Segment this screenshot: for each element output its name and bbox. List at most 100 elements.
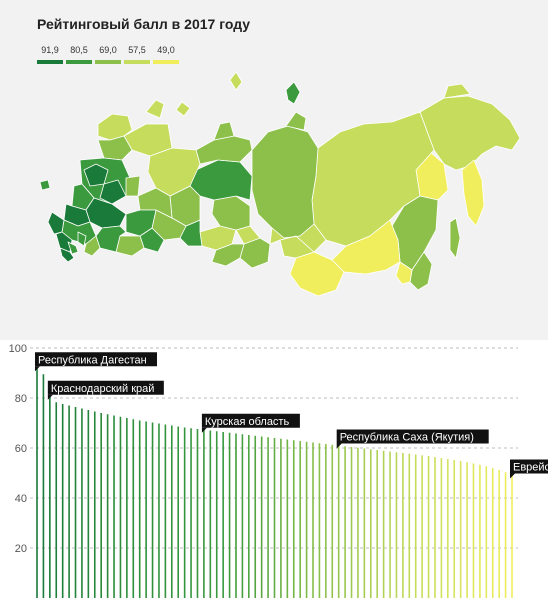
legend-item: 80,5 — [66, 45, 92, 64]
legend-label: 49,0 — [157, 45, 175, 55]
bar — [93, 411, 96, 598]
bar — [427, 456, 430, 598]
callouts-layer: Республика Дагестан Краснодарский край Кур… — [35, 352, 548, 479]
callout: Краснодарский край — [47, 380, 164, 400]
bar — [42, 374, 45, 598]
bar — [81, 408, 83, 598]
bar — [363, 448, 366, 598]
bar — [337, 445, 340, 598]
bar — [440, 458, 443, 598]
map-region — [395, 261, 413, 285]
bar — [357, 447, 359, 598]
bars-layer — [36, 368, 513, 598]
bar — [382, 450, 385, 598]
legend-swatch — [95, 60, 121, 64]
bar — [55, 402, 58, 598]
map-region — [443, 83, 471, 99]
map-region — [99, 179, 127, 205]
bar — [260, 436, 263, 598]
y-tick-label: 20 — [15, 543, 27, 555]
map-region — [213, 121, 235, 141]
map-region — [449, 217, 461, 259]
map-region — [289, 251, 345, 297]
callout-pointer — [201, 427, 207, 433]
map-region — [39, 179, 51, 191]
map-region — [77, 231, 87, 247]
callout-pointer — [35, 366, 40, 372]
bar — [414, 454, 417, 598]
bar — [196, 429, 199, 598]
map-region — [285, 111, 307, 131]
bar — [447, 459, 449, 598]
callout-label: Республика Саха (Якутия) — [340, 432, 474, 444]
bar — [119, 416, 122, 598]
map-region — [125, 175, 141, 197]
bar — [376, 450, 379, 598]
grid-layer: 20 40 60 80 100 — [9, 343, 518, 555]
bar — [222, 432, 224, 598]
bar — [369, 449, 372, 598]
legend-swatch — [37, 60, 63, 64]
bar — [36, 368, 38, 598]
map-region — [83, 163, 109, 187]
callout-pointer — [510, 473, 515, 479]
bar — [49, 396, 51, 598]
map-region — [229, 71, 243, 91]
bar — [389, 451, 391, 598]
callout-box — [336, 429, 489, 444]
map-region — [115, 235, 145, 257]
callout: Республика Дагестан — [35, 352, 157, 372]
legend-label: 57,5 — [128, 45, 146, 55]
map-region — [285, 81, 301, 105]
legend-label: 80,5 — [70, 45, 88, 55]
y-tick-label: 100 — [9, 343, 27, 355]
legend-swatch — [153, 60, 179, 64]
bar — [312, 442, 314, 598]
bar — [190, 428, 192, 598]
bar — [331, 444, 334, 598]
map-region — [175, 101, 191, 117]
bar — [138, 420, 141, 598]
callout-label: Краснодарский край — [51, 383, 155, 395]
map-region — [47, 211, 65, 235]
bar — [292, 440, 295, 598]
bar — [511, 475, 513, 598]
legend-item: 49,0 — [153, 45, 179, 64]
bar — [132, 419, 135, 598]
map-region — [145, 99, 165, 119]
map-panel: Рейтинговый балл в 2017 году 91,9 80,5 6… — [0, 0, 548, 340]
bar — [177, 426, 180, 598]
bar — [183, 427, 186, 598]
map-region — [59, 247, 75, 263]
map-region — [461, 159, 485, 227]
map-region — [211, 195, 251, 231]
legend-item: 91,9 — [37, 45, 63, 64]
bar — [215, 431, 218, 598]
bar — [485, 466, 488, 598]
bar — [434, 457, 436, 598]
callout-label: Курская область — [205, 416, 290, 428]
map-region — [147, 147, 201, 197]
bar — [459, 461, 462, 598]
legend-swatch — [66, 60, 92, 64]
bar — [170, 425, 173, 598]
bar — [453, 460, 456, 598]
bar — [402, 453, 404, 598]
bar — [344, 446, 346, 598]
map-region — [251, 125, 319, 239]
map-region — [67, 241, 79, 255]
bar — [280, 438, 282, 598]
bar — [209, 430, 212, 598]
bar — [267, 437, 269, 598]
legend-label: 91,9 — [41, 45, 59, 55]
bar — [479, 464, 481, 598]
bar — [299, 441, 301, 598]
bar — [325, 444, 327, 598]
map-region — [85, 197, 127, 229]
y-tick-label: 80 — [15, 393, 27, 405]
bar — [248, 435, 250, 598]
bar — [100, 413, 102, 598]
callout-label: Еврейская автономная область — [513, 462, 548, 474]
bar — [472, 463, 475, 598]
callout-box — [510, 459, 548, 474]
